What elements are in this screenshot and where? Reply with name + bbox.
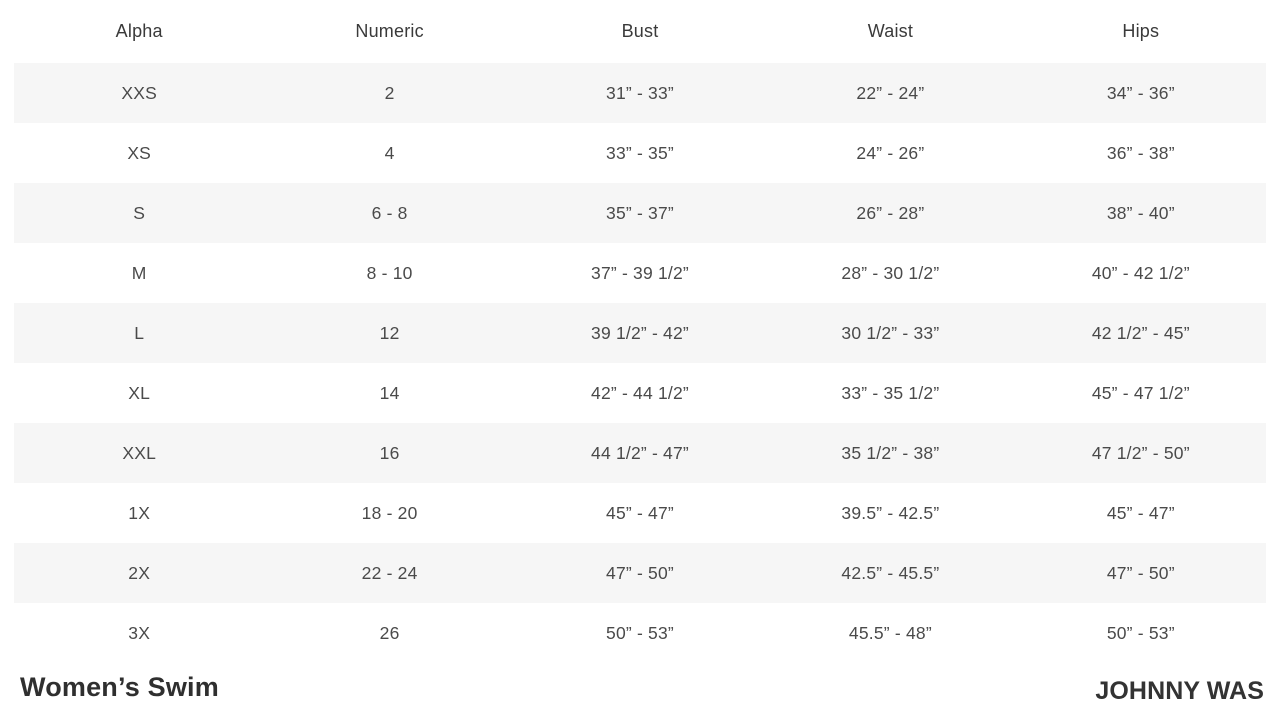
cell-waist: 24” - 26” [856, 142, 925, 163]
table-row-xxl: XXL 16 44 1/2” - 47” 35 1/2” - 38” 47 1/… [14, 423, 1266, 483]
cell-numeric: 14 [379, 382, 400, 403]
table-row-xxs: XXS 2 31” - 33” 22” - 24” 34” - 36” [14, 63, 1266, 123]
cell-alpha: XS [127, 142, 152, 163]
cell-waist: 28” - 30 1/2” [841, 262, 940, 283]
column-header-bust: Bust [621, 21, 659, 41]
brand-logo: JOHNNY WAS [1095, 677, 1264, 705]
cell-bust: 50” - 53” [606, 622, 674, 643]
cell-hips: 42 1/2” - 45” [1091, 322, 1190, 343]
column-header-numeric: Numeric [355, 21, 424, 41]
cell-numeric: 22 - 24 [361, 562, 418, 583]
cell-alpha: XXS [121, 82, 157, 103]
cell-bust: 35” - 37” [606, 202, 674, 223]
table-header-row: Alpha Numeric Bust Waist Hips [14, 0, 1266, 63]
cell-bust: 44 1/2” - 47” [591, 442, 689, 463]
table-row-s: S 6 - 8 35” - 37” 26” - 28” 38” - 40” [14, 183, 1266, 243]
footer: Women’s Swim JOHNNY WAS [0, 663, 1280, 720]
cell-waist: 45.5” - 48” [848, 622, 932, 643]
cell-hips: 47” - 50” [1106, 562, 1175, 583]
cell-alpha: M [131, 262, 147, 283]
cell-bust: 45” - 47” [606, 502, 674, 523]
cell-numeric: 4 [384, 142, 395, 163]
cell-waist: 42.5” - 45.5” [841, 562, 940, 583]
cell-numeric: 16 [379, 442, 400, 463]
cell-waist: 26” - 28” [856, 202, 925, 223]
table-row-3x: 3X 26 50” - 53” 45.5” - 48” 50” - 53” [14, 603, 1266, 663]
cell-bust: 39 1/2” - 42” [591, 322, 689, 343]
cell-bust: 31” - 33” [606, 82, 674, 103]
category-label: Women’s Swim [20, 672, 219, 702]
cell-hips: 45” - 47” [1106, 502, 1175, 523]
table-row-m: M 8 - 10 37” - 39 1/2” 28” - 30 1/2” 40”… [14, 243, 1266, 303]
table-row-2x: 2X 22 - 24 47” - 50” 42.5” - 45.5” 47” -… [14, 543, 1266, 603]
cell-numeric: 8 - 10 [366, 262, 413, 283]
column-header-alpha: Alpha [115, 21, 163, 41]
cell-alpha: L [134, 322, 145, 343]
column-header-waist: Waist [867, 21, 914, 41]
column-header-hips: Hips [1122, 21, 1160, 41]
cell-bust: 47” - 50” [606, 562, 674, 583]
cell-waist: 33” - 35 1/2” [841, 382, 940, 403]
cell-bust: 42” - 44 1/2” [591, 382, 689, 403]
cell-hips: 34” - 36” [1106, 82, 1175, 103]
cell-numeric: 26 [379, 622, 400, 643]
table-row-l: L 12 39 1/2” - 42” 30 1/2” - 33” 42 1/2”… [14, 303, 1266, 363]
cell-alpha: XL [128, 382, 151, 403]
cell-bust: 37” - 39 1/2” [591, 262, 689, 283]
cell-alpha: 1X [128, 502, 151, 523]
cell-numeric: 2 [384, 82, 395, 103]
cell-alpha: 2X [128, 562, 151, 583]
table-row-xs: XS 4 33” - 35” 24” - 26” 36” - 38” [14, 123, 1266, 183]
cell-waist: 22” - 24” [856, 82, 925, 103]
cell-hips: 50” - 53” [1106, 622, 1175, 643]
table-row-1x: 1X 18 - 20 45” - 47” 39.5” - 42.5” 45” -… [14, 483, 1266, 543]
cell-alpha: S [133, 202, 146, 223]
cell-alpha: XXL [122, 442, 157, 463]
cell-hips: 47 1/2” - 50” [1091, 442, 1190, 463]
cell-hips: 36” - 38” [1106, 142, 1175, 163]
cell-numeric: 6 - 8 [371, 202, 408, 223]
cell-waist: 39.5” - 42.5” [841, 502, 940, 523]
size-chart-table: Alpha Numeric Bust Waist Hips XXS 2 31” … [14, 0, 1266, 663]
cell-waist: 30 1/2” - 33” [841, 322, 940, 343]
cell-numeric: 12 [379, 322, 400, 343]
cell-alpha: 3X [128, 622, 151, 643]
cell-waist: 35 1/2” - 38” [841, 442, 940, 463]
cell-numeric: 18 - 20 [361, 502, 418, 523]
table-row-xl: XL 14 42” - 44 1/2” 33” - 35 1/2” 45” - … [14, 363, 1266, 423]
cell-hips: 40” - 42 1/2” [1091, 262, 1190, 283]
cell-hips: 45” - 47 1/2” [1091, 382, 1190, 403]
cell-hips: 38” - 40” [1106, 202, 1175, 223]
cell-bust: 33” - 35” [606, 142, 674, 163]
